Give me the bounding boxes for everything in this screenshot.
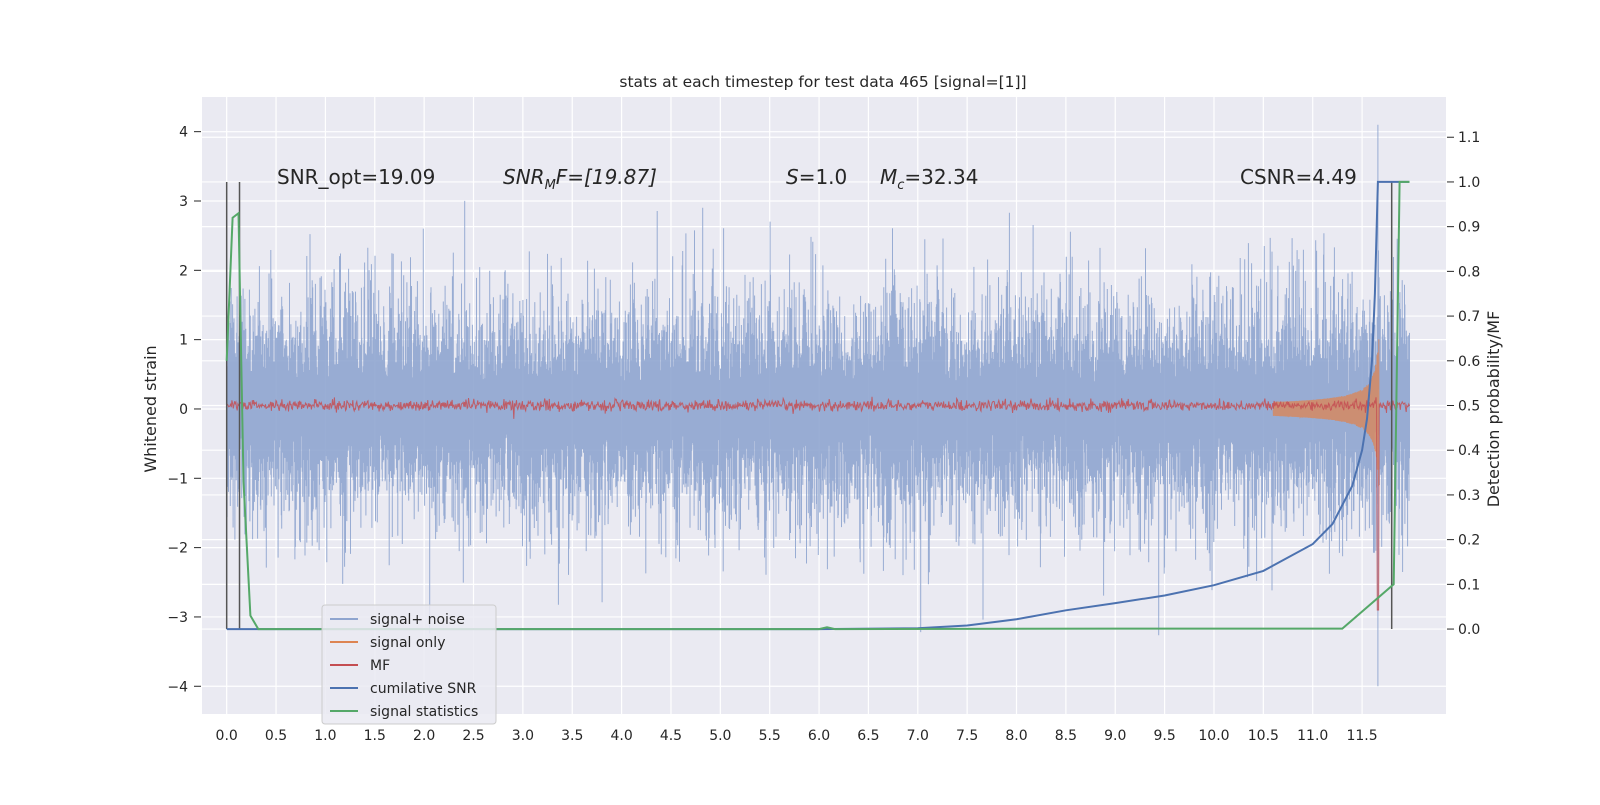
x-tick-label: 11.0	[1297, 728, 1328, 744]
annotation-mc-value: =32.34	[904, 165, 978, 189]
axis-ticks: 0.0 0.5 1.0 1.5 2.0 2.5 3.0 3.5 4.0 4.5 5.0 5.5 6.0 6…	[167, 125, 1480, 744]
y-tick-label: 1	[179, 333, 188, 349]
chart-title: stats at each timestep for test data 465…	[619, 73, 1026, 91]
annotation-mc-var: M	[880, 165, 897, 189]
y-right-tick-label: 0.3	[1458, 488, 1480, 504]
annotation-s-value: =1.0	[799, 165, 848, 189]
x-tick-label: 5.5	[759, 728, 781, 744]
annotation-s-var: S	[786, 165, 799, 189]
x-tick-label: 7.0	[907, 728, 929, 744]
x-tick-label: 3.0	[512, 728, 534, 744]
series-signal-statistics	[225, 180, 1410, 631]
x-tick-label: 0.0	[216, 728, 238, 744]
y-right-tick-label: 0.6	[1458, 354, 1480, 370]
plot-series	[225, 124, 1410, 687]
annotation-snr-mf-suffix: F=[19.87]	[556, 165, 657, 189]
legend-label: cumilative SNR	[370, 681, 477, 697]
legend-label: signal statistics	[370, 704, 478, 720]
y-right-tick-label: 0.7	[1458, 309, 1480, 325]
x-tick-label: 5.0	[709, 728, 731, 744]
annotation-s: S=1.0	[786, 165, 847, 189]
x-tick-label: 1.0	[314, 728, 336, 744]
x-tick-label: 9.5	[1153, 728, 1175, 744]
annotations: SNR_opt=19.09 SNRMF=[19.87] S=1.0 Mc=32.…	[277, 165, 1357, 193]
annotation-snr-opt: SNR_opt=19.09	[277, 165, 435, 189]
y-right-tick-label: 0.8	[1458, 264, 1480, 280]
y-tick-label: 2	[179, 263, 188, 279]
x-tick-label: 6.5	[857, 728, 879, 744]
x-tick-label: 8.5	[1055, 728, 1077, 744]
y-right-tick-label: 0.9	[1458, 220, 1480, 236]
x-tick-label: 11.5	[1346, 728, 1377, 744]
y-tick-label: −3	[167, 610, 188, 626]
x-tick-label: 10.5	[1248, 728, 1279, 744]
y-tick-label: 4	[179, 125, 188, 141]
x-tick-label: 1.5	[364, 728, 386, 744]
y-right-tick-label: 0.4	[1458, 443, 1480, 459]
x-tick-label: 9.0	[1104, 728, 1126, 744]
annotation-snr-mf-sub: M	[545, 178, 556, 193]
y-tick-label: −1	[167, 471, 188, 487]
series-cumulative-snr	[226, 180, 1410, 631]
annotation-mc: Mc=32.34	[880, 165, 978, 193]
x-tick-label: 10.0	[1198, 728, 1229, 744]
y-right-tick-label: 0.2	[1458, 533, 1480, 549]
y-right-tick-label: 0.0	[1458, 622, 1480, 638]
x-tick-label: 7.5	[956, 728, 978, 744]
annotation-mc-sub: c	[897, 178, 904, 193]
x-tick-label: 0.5	[265, 728, 287, 744]
annotation-snr-mf-prefix: SNR	[503, 165, 545, 189]
x-tick-label: 2.0	[413, 728, 435, 744]
y-right-tick-label: 0.5	[1458, 399, 1480, 415]
series-mf	[226, 396, 1410, 611]
legend-label: signal only	[370, 635, 445, 651]
annotation-csnr: CSNR=4.49	[1240, 165, 1357, 189]
legend-label: MF	[370, 658, 390, 674]
y-tick-label: −2	[167, 541, 188, 557]
y-axis-label: Whitened strain	[141, 345, 160, 472]
y-tick-label: −4	[167, 679, 188, 695]
y-right-tick-label: 0.1	[1458, 577, 1480, 593]
x-tick-label: 4.5	[660, 728, 682, 744]
y-right-tick-label: 1.0	[1458, 175, 1480, 191]
annotation-snr-mf: SNRMF=[19.87]	[503, 165, 657, 193]
x-tick-label: 3.5	[561, 728, 583, 744]
x-tick-label: 8.0	[1005, 728, 1027, 744]
legend: signal+ noise signal only MF cumilative SNR…	[321, 604, 497, 725]
legend-label: signal+ noise	[370, 612, 465, 628]
x-tick-label: 4.0	[610, 728, 632, 744]
y-tick-label: 0	[179, 402, 188, 418]
y-right-tick-label: 1.1	[1458, 130, 1480, 146]
x-tick-label: 6.0	[808, 728, 830, 744]
y-axis-right-label: Detection probability/MF	[1484, 311, 1503, 508]
legend-box	[321, 604, 497, 725]
y-tick-label: 3	[179, 194, 188, 210]
x-tick-label: 2.5	[462, 728, 484, 744]
